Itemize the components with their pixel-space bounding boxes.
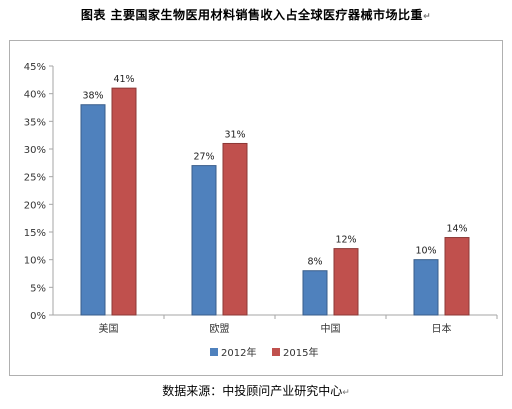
y-tick-label: 15% — [24, 228, 46, 239]
bar-series1 — [413, 259, 439, 316]
data-label: 38% — [82, 91, 103, 102]
x-tick-label: 日本 — [432, 322, 452, 335]
y-tick-label: 5% — [30, 283, 46, 294]
bar-series2 — [333, 248, 359, 316]
y-tick-label: 20% — [24, 200, 46, 211]
chart-title-text: 图表 主要国家生物医用材料销售收入占全球医疗器械市场比重 — [80, 8, 424, 22]
y-tick-label: 35% — [24, 117, 46, 128]
chart-frame: 0% 5% 10% 15% 20% 25% 30% 35% 40% 45% 美国 38% 41% 欧盟 27… — [9, 40, 503, 376]
bar-chart: 0% 5% 10% 15% 20% 25% 30% 35% 40% 45% 美国 38% 41% 欧盟 27… — [24, 62, 498, 359]
data-label: 31% — [224, 129, 245, 140]
y-tick-label: 0% — [30, 311, 46, 322]
legend-label: 2012年 — [221, 346, 256, 359]
legend-swatch — [210, 348, 218, 356]
source-note: 数据来源：中投顾问产业研究中心↵ — [0, 382, 512, 399]
x-tick-label: 中国 — [321, 322, 341, 335]
y-tick-label: 25% — [24, 173, 46, 184]
legend-label: 2015年 — [283, 346, 318, 359]
chart-title: 图表 主要国家生物医用材料销售收入占全球医疗器械市场比重↵ — [0, 6, 512, 23]
x-tick-label: 欧盟 — [210, 323, 230, 335]
data-label: 27% — [193, 152, 214, 163]
legend-swatch — [272, 348, 280, 356]
bar-series2 — [111, 87, 137, 316]
return-mark-icon: ↵ — [423, 12, 432, 22]
bar-series1 — [302, 270, 328, 316]
data-label: 8% — [307, 257, 322, 268]
y-tick-label: 40% — [24, 90, 46, 101]
source-text: 数据来源：中投顾问产业研究中心 — [162, 384, 343, 398]
data-label: 14% — [446, 224, 467, 235]
bar-series1 — [80, 104, 106, 316]
y-tick-label: 45% — [24, 62, 46, 73]
data-label: 41% — [113, 74, 134, 85]
data-label: 12% — [335, 235, 356, 246]
bar-series1 — [191, 165, 217, 316]
x-tick-label: 美国 — [99, 322, 119, 335]
y-tick-label: 30% — [24, 145, 46, 156]
bar-series2 — [222, 142, 248, 316]
bar-series2 — [444, 237, 470, 316]
data-label: 10% — [415, 246, 436, 257]
return-mark-icon: ↵ — [342, 388, 350, 398]
y-tick-label: 10% — [24, 256, 46, 267]
